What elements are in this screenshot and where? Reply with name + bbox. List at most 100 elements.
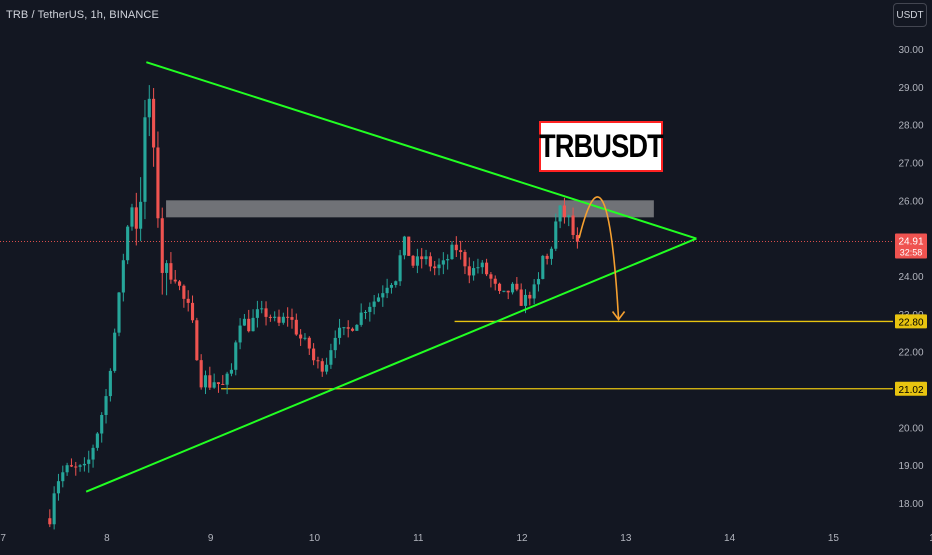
candle-up xyxy=(510,283,515,293)
candle-down xyxy=(493,278,497,284)
candle-down xyxy=(277,316,281,323)
candle-down xyxy=(290,317,294,320)
candle-down xyxy=(528,294,532,299)
candle-up xyxy=(260,308,264,310)
candle-up xyxy=(165,263,169,273)
x-tick-label: 8 xyxy=(104,533,110,544)
resistance-zone xyxy=(166,200,654,218)
time-axis[interactable]: 7 8 9 10 11 12 13 14 15 1 xyxy=(0,533,932,544)
candle-up xyxy=(65,465,69,473)
candle-down xyxy=(454,244,458,251)
candle-up xyxy=(238,325,242,343)
level-price-tag xyxy=(895,381,927,396)
candle-up xyxy=(368,306,372,312)
x-tick-label: 10 xyxy=(309,533,321,544)
candle-up xyxy=(398,255,402,282)
candle-up xyxy=(541,255,545,279)
candle-down xyxy=(294,319,298,335)
candle-down xyxy=(506,290,510,293)
candle-up xyxy=(472,268,476,276)
price-axis[interactable]: 18.0019.0020.0021.0022.0023.0024.0025.00… xyxy=(898,45,923,510)
symbol-annotation-box: TRBUSDT xyxy=(539,121,664,172)
x-tick-label: 15 xyxy=(828,533,840,544)
candle-up xyxy=(225,373,229,385)
candle-down xyxy=(268,316,272,318)
candle-down xyxy=(411,255,415,266)
candle-down xyxy=(190,302,195,321)
candle-up xyxy=(82,463,86,466)
candle-up xyxy=(385,287,389,294)
candle-up xyxy=(437,264,441,269)
candle-down xyxy=(177,281,182,286)
candle-down xyxy=(346,327,350,329)
y-tick-label: 22.00 xyxy=(898,348,923,359)
candle-down xyxy=(247,318,251,332)
x-tick-label: 14 xyxy=(724,533,736,544)
candle-up xyxy=(450,244,454,260)
candle-up xyxy=(415,256,419,266)
projection-arrowhead xyxy=(611,311,626,321)
horizontal-levels-layer xyxy=(221,320,893,390)
candle-up xyxy=(117,292,121,333)
candle-down xyxy=(519,289,523,306)
candle-down xyxy=(463,251,467,267)
candle-down xyxy=(264,308,268,317)
candle-up xyxy=(389,284,394,288)
candle-down xyxy=(407,236,411,256)
candle-up xyxy=(333,337,337,351)
candle-up xyxy=(424,256,428,260)
candle-down xyxy=(433,266,437,269)
projection-arrow-path xyxy=(578,196,620,320)
candle-up xyxy=(381,293,385,298)
currency-button[interactable]: USDT xyxy=(893,3,927,27)
projection-arrow-layer xyxy=(578,196,626,321)
y-tick-label: 26.00 xyxy=(898,196,923,207)
candle-up xyxy=(303,337,307,339)
x-tick-label: 7 xyxy=(0,533,6,544)
candle-up xyxy=(203,375,208,388)
candle-down xyxy=(575,234,579,242)
candle-down xyxy=(199,360,203,388)
candle-down xyxy=(74,466,78,468)
x-tick-label: 1 xyxy=(929,533,932,544)
y-tick-label: 18.00 xyxy=(898,499,923,510)
candle-down xyxy=(307,337,311,349)
candle-up xyxy=(130,207,134,227)
candle-up xyxy=(441,260,445,265)
candle-up xyxy=(251,317,255,332)
candle-down xyxy=(160,218,164,273)
candle-up xyxy=(359,312,363,325)
y-tick-label: 19.00 xyxy=(898,461,923,472)
candle-down xyxy=(312,348,316,361)
y-tick-label: 29.00 xyxy=(898,83,923,94)
candle-down xyxy=(545,255,549,259)
y-tick-label: 20.00 xyxy=(898,423,923,434)
candle-up xyxy=(100,415,104,434)
candle-up xyxy=(229,369,233,374)
candle-up xyxy=(476,267,480,269)
candle-up xyxy=(78,465,82,467)
candle-down xyxy=(489,274,493,279)
candle-up xyxy=(532,284,536,299)
candle-down xyxy=(350,328,355,331)
candle-down xyxy=(216,382,221,384)
candle-up xyxy=(337,327,342,338)
candle-down xyxy=(208,375,212,388)
candle-down xyxy=(186,298,190,303)
candle-down xyxy=(182,285,186,299)
candle-up xyxy=(52,493,56,525)
candle-down xyxy=(562,205,566,218)
candle-up xyxy=(376,297,381,302)
candle-down xyxy=(459,250,463,252)
candle-up xyxy=(56,481,61,494)
x-tick-label: 9 xyxy=(208,533,214,544)
triangle-upper-trendline xyxy=(146,61,697,240)
candle-up xyxy=(523,294,528,306)
candle-up xyxy=(281,316,285,323)
candle-down xyxy=(498,283,502,291)
y-tick-label: 28.00 xyxy=(898,121,923,132)
candle-up xyxy=(554,221,558,249)
